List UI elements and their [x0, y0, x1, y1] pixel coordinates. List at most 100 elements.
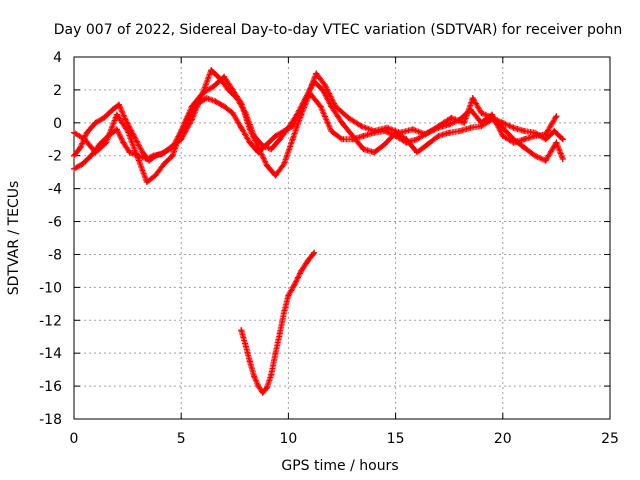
data-point [126, 149, 133, 156]
data-point [281, 309, 288, 316]
data-point [150, 152, 157, 159]
data-point [521, 144, 528, 151]
data-point [328, 103, 335, 110]
data-point [531, 132, 538, 139]
data-point [559, 136, 566, 143]
x-tick-label: 10 [279, 431, 297, 447]
data-point [113, 126, 120, 133]
data-point [319, 86, 326, 93]
plot-frame [73, 56, 611, 420]
data-point [285, 292, 292, 299]
data-point [268, 146, 275, 153]
data-point [188, 103, 195, 110]
data-point [71, 152, 77, 159]
data-point [435, 132, 442, 139]
data-point [120, 139, 127, 146]
data-point [306, 90, 313, 97]
data-point [448, 114, 455, 121]
data-point [276, 136, 283, 143]
data-point [272, 350, 279, 357]
y-tick-label: -16 [39, 379, 62, 395]
data-point [255, 144, 262, 151]
data-point [255, 383, 262, 390]
data-point [169, 152, 176, 159]
data-point [328, 128, 335, 135]
data-point [238, 124, 245, 131]
data-point [435, 124, 442, 131]
data-point [113, 111, 120, 118]
data-point [251, 373, 258, 380]
data-point [360, 146, 367, 153]
data-point [551, 128, 558, 135]
data-point [221, 103, 228, 110]
data-point [109, 106, 116, 113]
data-point [238, 327, 245, 334]
data-point [161, 160, 168, 167]
data-point [510, 139, 517, 146]
series-trace-a [71, 70, 566, 164]
data-point [143, 179, 150, 186]
data-point [263, 162, 270, 169]
data-point [553, 113, 560, 120]
data-point [92, 149, 99, 156]
data-point [188, 116, 195, 123]
y-tick-label: -18 [39, 412, 62, 428]
data-point [510, 124, 517, 131]
data-point [81, 136, 88, 143]
y-tick-label: -6 [48, 215, 62, 231]
data-point [199, 90, 206, 97]
data-point [403, 139, 410, 146]
data-point [414, 136, 421, 143]
data-point [135, 156, 142, 163]
data-point [559, 156, 566, 163]
data-point [203, 95, 210, 102]
x-tick-label: 25 [601, 431, 619, 447]
data-point [229, 109, 236, 116]
data-point [221, 73, 228, 80]
series-trace-d [238, 249, 318, 396]
data-point [281, 160, 288, 167]
data-point [446, 129, 453, 136]
data-point [311, 249, 318, 256]
series-trace-c [71, 73, 560, 186]
data-point [467, 106, 474, 113]
data-point [263, 384, 270, 391]
data-point [122, 116, 129, 123]
data-point [311, 78, 318, 85]
data-point [542, 157, 549, 164]
data-point [349, 136, 356, 143]
data-point [246, 139, 253, 146]
data-point [298, 111, 305, 118]
data-point [542, 131, 549, 138]
x-tick-label: 0 [70, 431, 79, 447]
data-point [499, 132, 506, 139]
data-point [478, 119, 485, 126]
data-point [101, 114, 108, 121]
data-point [298, 267, 305, 274]
data-point [371, 129, 378, 136]
data-point [246, 126, 253, 133]
data-point [358, 123, 365, 130]
data-point [304, 258, 311, 265]
data-point [212, 98, 219, 105]
data-point [88, 152, 95, 159]
data-point [392, 132, 399, 139]
data-point [152, 172, 159, 179]
data-point [521, 128, 528, 135]
y-tick-label: -10 [39, 280, 62, 296]
data-point [103, 139, 110, 146]
data-point [92, 119, 99, 126]
data-point [289, 136, 296, 143]
data-point [229, 86, 236, 93]
data-point [77, 144, 84, 151]
data-point [424, 129, 431, 136]
y-tick-label: -8 [48, 247, 62, 263]
data-point [553, 139, 560, 146]
data-point [467, 124, 474, 131]
data-point [478, 109, 485, 116]
data-point [381, 141, 388, 148]
data-point [489, 111, 496, 118]
data-series [71, 67, 566, 396]
data-point [456, 128, 463, 135]
